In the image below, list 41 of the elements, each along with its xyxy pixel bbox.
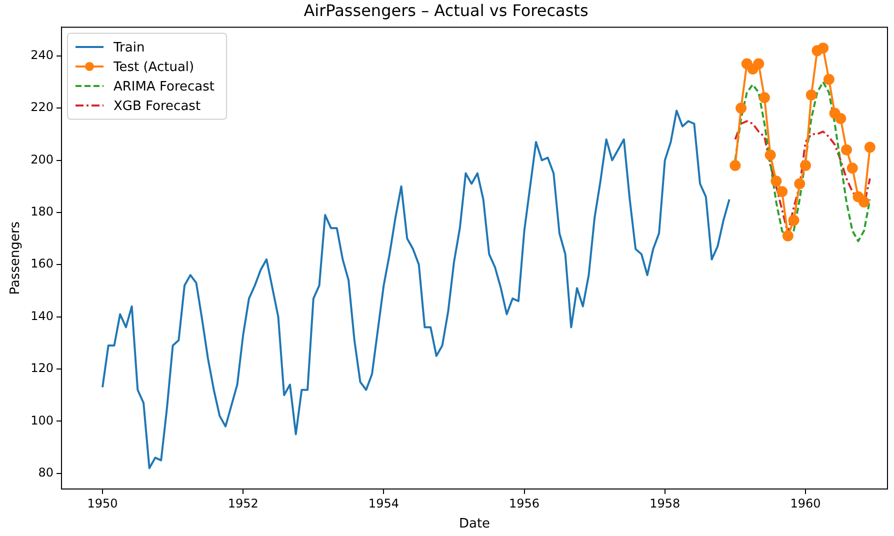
x-tick-label: 1958 [650, 496, 680, 510]
point [753, 58, 764, 70]
y-tick-label: 220 [30, 100, 54, 114]
x-tick-label: 1954 [368, 496, 399, 510]
point [736, 102, 747, 114]
x-tick-label: 1952 [228, 496, 258, 510]
point [788, 214, 800, 226]
point [858, 196, 870, 208]
x-tick-label: 1956 [509, 496, 540, 510]
point [835, 113, 846, 124]
y-axis-title: Passengers [8, 221, 24, 295]
point [840, 144, 852, 156]
point [776, 186, 788, 198]
point [782, 230, 794, 242]
legend-label: Train [112, 40, 145, 56]
y-tick-label: 140 [30, 308, 54, 323]
legend-label: ARIMA Forecast [114, 79, 215, 94]
y-tick-label: 160 [30, 256, 54, 271]
point [823, 74, 834, 85]
legend-label: XGB Forecast [114, 98, 201, 114]
legend-label: Test (Actual) [112, 60, 194, 75]
x-tick-label: 1950 [87, 496, 118, 510]
point [806, 90, 817, 101]
y-tick-label: 120 [30, 361, 54, 376]
x-tick-label: 1960 [790, 496, 821, 510]
point [818, 42, 829, 54]
point [800, 160, 811, 171]
point [846, 162, 858, 174]
point [758, 92, 770, 104]
y-tick-label: 240 [30, 48, 54, 62]
y-tick-label: 200 [30, 152, 54, 166]
chart-title: AirPassengers – Actual vs Forecasts [304, 0, 588, 20]
x-axis-title: Date [458, 516, 490, 532]
y-tick-label: 80 [38, 465, 54, 480]
point [864, 142, 876, 153]
y-tick-label: 100 [30, 413, 54, 428]
point [794, 178, 806, 190]
point [770, 176, 782, 187]
y-tick-label: 180 [30, 204, 54, 219]
point [730, 160, 741, 171]
point [764, 150, 776, 161]
